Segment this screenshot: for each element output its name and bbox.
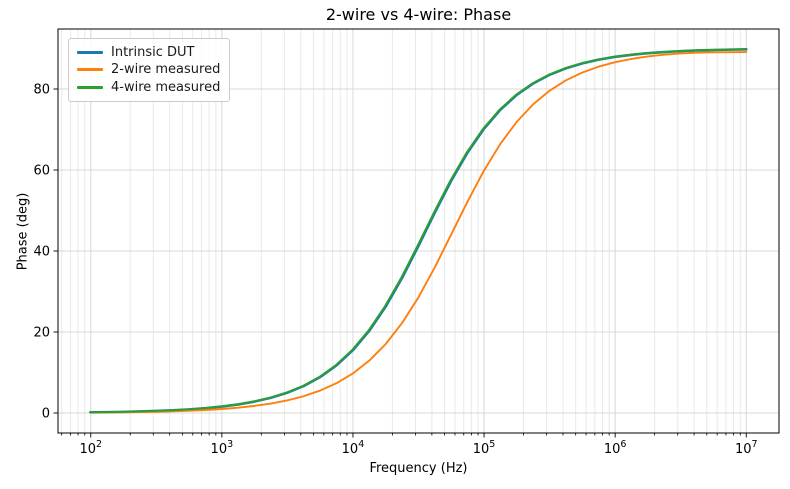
legend-line-sample-4-wire [77,85,103,89]
legend-line-sample-2-wire [77,68,103,72]
x-tick-label: 102 [79,439,102,457]
major-gridlines [58,29,779,433]
legend-item-2-wire: 2-wire measured [77,61,221,78]
chart-title: 2-wire vs 4-wire: Phase [325,5,512,24]
x-axis-label: Frequency (Hz) [369,461,468,476]
legend-label: Intrinsic DUT [111,45,195,61]
x-tick-label: 103 [211,439,234,457]
y-axis-label: Phase (deg) [15,192,31,271]
x-tick-label: 107 [735,439,758,457]
series-lines [88,48,748,414]
x-tick-label: 106 [604,439,627,457]
y-tick-label: 20 [33,326,50,341]
legend-item-intrinsic-dut: Intrinsic DUT [77,44,219,61]
tick-labels: 102 103 104 105 106 107 0 20 40 60 80 [33,83,757,458]
tick-marks [53,88,747,438]
series-line-4-wire [88,48,747,414]
legend-item-4-wire: 4-wire measured [77,79,221,96]
plot-border [57,28,780,434]
legend-line-sample-intrinsic [77,51,103,55]
legend-label: 4-wire measured [111,79,221,95]
y-tick-label: 40 [33,245,50,260]
series-line-2-wire [89,51,748,414]
y-tick-label: 0 [42,407,50,422]
x-tick-label: 105 [473,439,496,457]
legend: Intrinsic DUT 2-wire measured 4-wire mea… [68,38,230,102]
legend-label: 2-wire measured [111,62,221,78]
y-tick-label: 80 [33,83,50,98]
x-tick-label: 104 [342,439,365,457]
axes-spines [57,28,780,434]
y-tick-label: 60 [33,164,50,179]
